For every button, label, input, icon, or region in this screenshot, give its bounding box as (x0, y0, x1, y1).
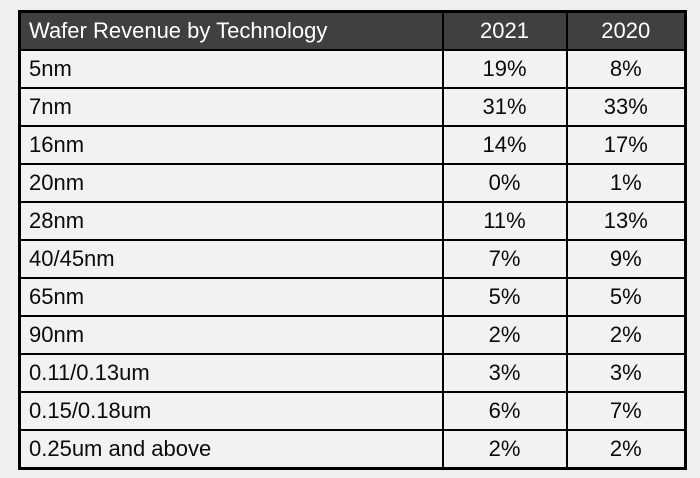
table-row: 20nm 0% 1% (18, 163, 687, 203)
row-label-cell: 40/45nm (18, 239, 444, 279)
row-label-cell: 0.11/0.13um (18, 353, 444, 393)
value-cell-2021: 0% (441, 163, 568, 203)
row-label-cell: 0.15/0.18um (18, 391, 444, 431)
value-cell-2021: 5% (441, 277, 568, 317)
table-row: 40/45nm 7% 9% (18, 239, 687, 279)
table-header-row: Wafer Revenue by Technology 2021 2020 (18, 10, 687, 51)
value-cell-2021: 14% (441, 125, 568, 165)
value-cell-2020: 8% (565, 49, 687, 89)
value-cell-2020: 13% (565, 201, 687, 241)
table-row: 28nm 11% 13% (18, 201, 687, 241)
row-label-cell: 28nm (18, 201, 444, 241)
row-label-cell: 7nm (18, 87, 444, 127)
row-label-cell: 65nm (18, 277, 444, 317)
value-cell-2020: 7% (565, 391, 687, 431)
value-cell-2021: 2% (441, 429, 568, 470)
value-cell-2020: 5% (565, 277, 687, 317)
table-row: 90nm 2% 2% (18, 315, 687, 355)
row-label-cell: 16nm (18, 125, 444, 165)
value-cell-2021: 6% (441, 391, 568, 431)
column-header-2021: 2021 (441, 10, 568, 51)
value-cell-2021: 31% (441, 87, 568, 127)
row-label-cell: 20nm (18, 163, 444, 203)
table-row: 7nm 31% 33% (18, 87, 687, 127)
row-label-cell: 5nm (18, 49, 444, 89)
value-cell-2021: 11% (441, 201, 568, 241)
table-row: 0.15/0.18um 6% 7% (18, 391, 687, 431)
table-row: 0.25um and above 2% 2% (18, 429, 687, 470)
row-label-cell: 0.25um and above (18, 429, 444, 470)
table-row: 16nm 14% 17% (18, 125, 687, 165)
value-cell-2021: 7% (441, 239, 568, 279)
value-cell-2020: 33% (565, 87, 687, 127)
value-cell-2020: 9% (565, 239, 687, 279)
value-cell-2020: 17% (565, 125, 687, 165)
value-cell-2021: 3% (441, 353, 568, 393)
table-row: 0.11/0.13um 3% 3% (18, 353, 687, 393)
value-cell-2020: 3% (565, 353, 687, 393)
column-header-2020: 2020 (565, 10, 687, 51)
row-label-cell: 90nm (18, 315, 444, 355)
wafer-revenue-table: Wafer Revenue by Technology 2021 2020 5n… (18, 10, 687, 470)
table-row: 65nm 5% 5% (18, 277, 687, 317)
value-cell-2020: 1% (565, 163, 687, 203)
value-cell-2021: 2% (441, 315, 568, 355)
header-row: Wafer Revenue by Technology 2021 2020 (18, 10, 687, 51)
value-cell-2020: 2% (565, 315, 687, 355)
table-body: 5nm 19% 8% 7nm 31% 33% 16nm 14% 17% 20nm… (18, 49, 687, 470)
value-cell-2020: 2% (565, 429, 687, 470)
table-title-header: Wafer Revenue by Technology (18, 10, 444, 51)
table-row: 5nm 19% 8% (18, 49, 687, 89)
value-cell-2021: 19% (441, 49, 568, 89)
